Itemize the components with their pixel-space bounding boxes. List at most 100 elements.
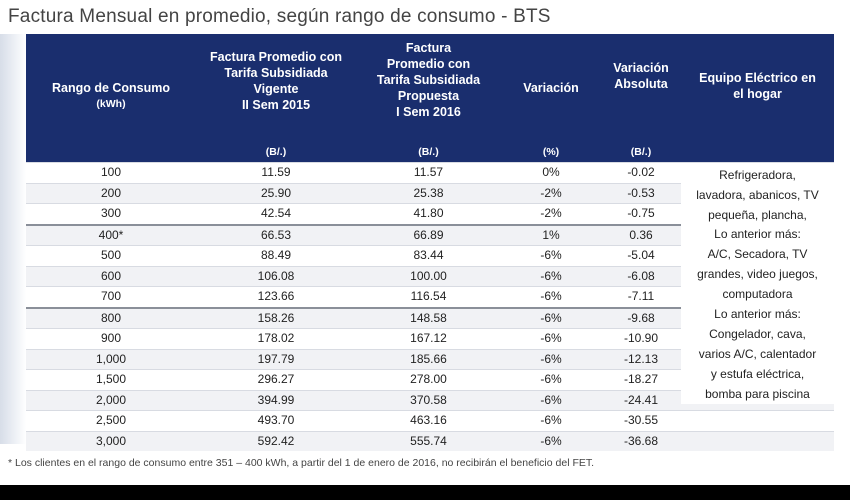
table-row: 600 106.08 100.00 -6% -6.08 (26, 265, 834, 286)
cell-vigente: 296.27 (257, 372, 295, 386)
cell-rango: 900 (100, 331, 122, 345)
cell-variacion-absoluta: -6.08 (627, 268, 655, 283)
unit-vigente: (B/.) (265, 146, 287, 158)
cell-vigente: 197.79 (257, 351, 295, 366)
cell-variacion: 1% (542, 227, 560, 242)
cell-vigente: 493.70 (257, 413, 295, 427)
header-variacion-abs-line2: Absoluta (614, 77, 668, 91)
cell-rango: 300 (100, 206, 122, 220)
cell-variacion: -6% (540, 289, 562, 303)
header-vigente-line4: II Sem 2015 (241, 98, 311, 112)
equipment-text: Lo anterior más: (714, 307, 801, 321)
header-vigente-line1: Factura Promedio con (210, 50, 342, 64)
header-variacion-abs-line1: Variación (613, 61, 669, 75)
cell-variacion: -6% (540, 351, 562, 366)
table-row: 1,000 197.79 185.66 -6% -12.13 (26, 348, 834, 369)
cell-variacion: -6% (540, 372, 562, 386)
cell-vigente: 11.59 (261, 165, 291, 179)
table-row: 200 25.90 25.38 -2% -0.53 (26, 182, 834, 203)
equipment-text: bomba para piscina (705, 387, 810, 401)
equipment-text: pequeña, plancha, (708, 208, 807, 222)
cell-propuesta: 370.58 (410, 392, 447, 407)
header-propuesta-line3: Tarifa Subsidiada (376, 73, 481, 87)
footnote: * Los clientes en el rango de consumo en… (8, 457, 595, 469)
cell-propuesta: 11.57 (413, 165, 444, 179)
header-vigente-line2: Tarifa Subsidiada (224, 66, 328, 80)
cell-variacion: -6% (540, 392, 562, 407)
header-propuesta-line1: Factura (405, 41, 452, 55)
cell-variacion: -6% (540, 248, 562, 262)
header-propuesta-line5: I Sem 2016 (396, 105, 461, 119)
cell-vigente: 394.99 (257, 392, 295, 407)
table-row: 2,000 394.99 370.58 -6% -24.41 (26, 389, 834, 410)
cell-propuesta: 463.16 (410, 413, 447, 427)
equipment-text: lavadora, abanicos, TV (696, 188, 819, 202)
cell-propuesta: 83.44 (413, 248, 444, 262)
cell-vigente: 88.49 (260, 248, 292, 262)
cell-vigente: 592.42 (257, 433, 295, 448)
equipment-text: Congelador, cava, (709, 327, 806, 341)
cell-rango: 1,000 (95, 351, 127, 366)
cell-propuesta: 100.00 (410, 268, 447, 283)
cell-rango: 800 (100, 310, 122, 325)
equipment-text: varios A/C, calentador (698, 347, 817, 361)
cell-rango: 100 (100, 165, 122, 179)
header-rango-unit: (kWh) (96, 98, 126, 110)
table-row: 800 158.26 148.58 -6% -9.68 (26, 306, 834, 328)
cell-propuesta: 148.58 (410, 310, 447, 325)
cell-variacion-absoluta: -0.53 (627, 185, 655, 200)
equipment-text: grandes, video juegos, (697, 267, 818, 281)
unit-variacion-absoluta: (B/.) (630, 146, 652, 158)
cell-rango: 400* (98, 227, 124, 242)
cell-rango: 2,500 (95, 413, 127, 427)
equipment-group-mid: Lo anterior más: A/C, Secadora, TV grand… (681, 224, 834, 304)
equipment-group-low: Refrigeradora, lavadora, abanicos, TV pe… (681, 165, 834, 225)
equipment-text: Refrigeradora, (719, 168, 796, 182)
cell-vigente: 158.26 (257, 310, 295, 325)
table-row: 1,500 296.27 278.00 -6% -18.27 (26, 369, 834, 390)
page-title: Factura Mensual en promedio, según rango… (8, 6, 551, 27)
equipment-text: y estufa eléctrica, (710, 367, 805, 381)
header-propuesta-line2: Promedio con (386, 57, 471, 71)
cell-propuesta: 25.38 (413, 185, 444, 200)
consumption-table: Rango de Consumo (kWh) Factura Promedio … (26, 34, 834, 451)
header-equipo: Equipo Eléctrico en el hogar (681, 70, 834, 102)
header-vigente-line3: Vigente (253, 82, 299, 96)
cell-variacion-absoluta: -5.04 (627, 248, 655, 262)
cell-variacion-absoluta: -12.13 (623, 351, 659, 366)
cell-vigente: 66.53 (260, 227, 292, 242)
cell-propuesta: 66.89 (413, 227, 444, 242)
header-variacion-absoluta: Variación Absoluta (601, 60, 681, 92)
cell-variacion: -6% (540, 331, 562, 345)
equipment-cell-bg (681, 432, 834, 452)
cell-variacion-absoluta: -10.90 (623, 331, 659, 345)
table-row: 100 11.59 11.57 0% -0.02 (26, 162, 834, 183)
cell-rango: 200 (100, 185, 122, 200)
header-vigente: Factura Promedio con Tarifa Subsidiada V… (196, 49, 356, 113)
cell-variacion: -6% (540, 268, 562, 283)
table-row: 3,000 592.42 555.74 -6% -36.68 (26, 430, 834, 452)
cell-variacion: -2% (540, 206, 562, 220)
header-equipo-line1: Equipo Eléctrico en (699, 71, 816, 85)
table-header: Rango de Consumo (kWh) Factura Promedio … (26, 34, 834, 162)
cell-rango: 2,000 (95, 392, 127, 407)
cell-variacion-absoluta: -30.55 (623, 413, 659, 427)
table-row: 700 123.66 116.54 -6% -7.11 (26, 286, 834, 307)
table-body: 100 11.59 11.57 0% -0.02 200 25.90 25.38 -2% -0.5… (26, 162, 834, 451)
cell-rango: 600 (100, 268, 122, 283)
cell-variacion-absoluta: -0.02 (627, 165, 655, 179)
cell-vigente: 25.90 (260, 185, 292, 200)
cell-vigente: 42.54 (260, 206, 292, 220)
equipment-cell-bg (681, 411, 834, 431)
cell-vigente: 123.66 (257, 289, 295, 303)
equipment-text: A/C, Secadora, TV (707, 247, 808, 261)
cell-propuesta: 185.66 (410, 351, 447, 366)
cell-rango: 1,500 (95, 372, 127, 386)
cell-propuesta: 167.12 (410, 331, 447, 345)
cell-variacion-absoluta: -7.11 (627, 289, 655, 303)
cell-propuesta: 555.74 (410, 433, 447, 448)
header-variacion: Variación (523, 81, 579, 95)
cell-variacion-absoluta: -18.27 (623, 372, 659, 386)
cell-vigente: 178.02 (257, 331, 295, 345)
table-row: 400* 66.53 66.89 1% 0.36 (26, 223, 834, 245)
